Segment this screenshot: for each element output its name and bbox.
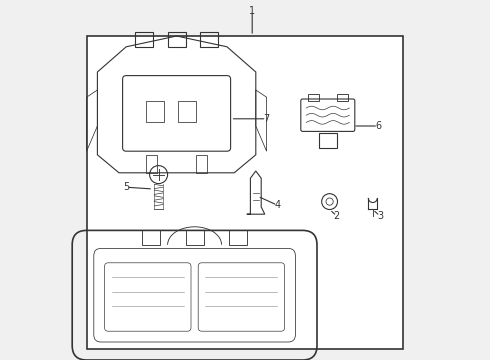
Text: 4: 4 (274, 200, 280, 210)
FancyBboxPatch shape (87, 36, 403, 349)
Text: 5: 5 (123, 182, 129, 192)
Text: 2: 2 (334, 211, 340, 221)
Text: 1: 1 (249, 6, 255, 16)
Text: 3: 3 (377, 211, 383, 221)
Text: 6: 6 (375, 121, 381, 131)
Text: 7: 7 (264, 114, 270, 124)
